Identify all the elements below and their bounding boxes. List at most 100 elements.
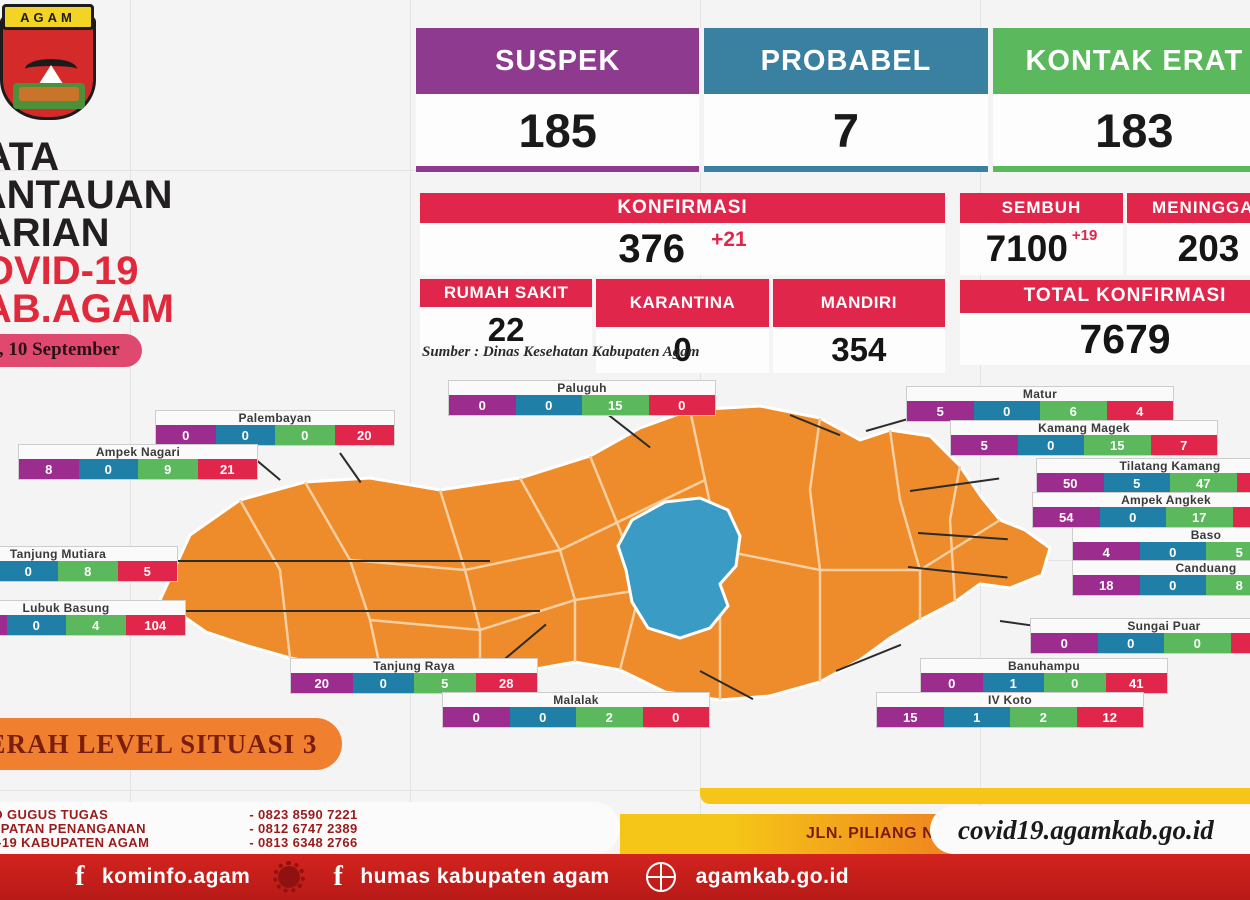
district-value-konfirmasi: 0	[648, 395, 715, 415]
konfirmasi-value: 376	[618, 226, 686, 271]
agam-district-map	[158, 404, 1052, 702]
district-bar: Baso 4 0 5	[1072, 527, 1250, 563]
sembuh-meninggal-heads: SEMBUH 7100 +19 MENINGGAL 203	[960, 193, 1250, 275]
crest-star	[37, 65, 65, 87]
district-name: Canduang	[1175, 561, 1237, 575]
district-name: Banuhampu	[1007, 659, 1081, 673]
contact-info: POSKO GUGUS TUGAS PERCEPATAN PENANGANAN …	[0, 808, 358, 850]
district-name: Matur	[1022, 387, 1058, 401]
district-value-probabel: 0	[1017, 435, 1084, 455]
kpi-header-row: SUSPEK 185 PROBABEL 7 KONTAK ERAT 183	[416, 28, 1250, 172]
district-name: Tanjung Raya	[373, 659, 455, 673]
kpi-header-group: SUSPEK 185 PROBABEL 7 KONTAK ERAT 183	[416, 28, 1250, 172]
grid-line	[410, 0, 411, 900]
district-bar: Tanjung Raya 20 0 5 28	[290, 658, 538, 694]
meninggal-label: MENINGGAL	[1127, 193, 1250, 223]
kpi-suspek: SUSPEK 185	[416, 28, 700, 172]
kpi-suspek-label: SUSPEK	[416, 28, 700, 94]
district-bar: IV Koto 15 1 2 12	[876, 692, 1144, 728]
district-value-kontak-erat: 0	[275, 425, 335, 445]
crest-shield	[0, 16, 96, 120]
sembuh-meninggal-block: SEMBUH 7100 +19 MENINGGAL 203 TOTAL KONF…	[960, 193, 1250, 365]
district-value-konfirmasi: 104	[125, 615, 185, 635]
district-value-suspek: 0	[921, 673, 983, 693]
social-humas[interactable]: f humas kabupaten agam	[328, 863, 610, 891]
divider	[987, 28, 993, 172]
district-values: 15 1 2 12	[877, 707, 1143, 727]
district-value-suspek: 20	[291, 673, 353, 693]
district-value-kontak-erat: 8	[58, 561, 118, 581]
website-url[interactable]: covid19.agamkab.go.id	[958, 814, 1214, 845]
agam-crest-logo: AGAM	[0, 4, 96, 124]
district-value-konfirmasi: 0	[642, 707, 709, 727]
konfirmasi-delta: +21	[711, 228, 747, 251]
district-bar: Sungai Puar 0 0 0	[1030, 618, 1250, 654]
mandiri-label: MANDIRI	[772, 279, 945, 327]
website-pill[interactable]: covid19.agamkab.go.id 1708 Layanan SMS G…	[930, 806, 1250, 854]
district-name: Tanjung Mutiara	[9, 547, 107, 561]
district-value-konfirmasi: 4	[1106, 401, 1173, 421]
contact-panel: POSKO GUGUS TUGAS PERCEPATAN PENANGANAN …	[0, 802, 620, 854]
kpi-kontak-erat-label: KONTAK ERAT	[992, 28, 1250, 94]
title-line-1: DATA	[0, 135, 60, 179]
social-kominfo[interactable]: f kominfo.agam	[70, 863, 251, 891]
district-value-probabel: 0	[215, 425, 275, 445]
district-bar: Palembayan 0 0 0 20	[155, 410, 395, 446]
district-value-probabel: 0	[509, 707, 576, 727]
district-value-konfirmasi: 5	[117, 561, 177, 581]
title-line-covid: COVID-19	[0, 249, 139, 293]
district-value-suspek: 15	[877, 707, 944, 727]
district-value-kontak-erat: 2	[1010, 707, 1077, 727]
district-name: Tilatang Kamang	[1119, 459, 1221, 473]
district-value-suspek: 54	[1033, 507, 1100, 527]
district-value-suspek: 0	[449, 395, 516, 415]
social-handle-website[interactable]: agamkab.go.id	[695, 865, 850, 888]
district-bar: Tanjung Mutiara0085	[0, 546, 178, 582]
district-value-kontak-erat: 15	[582, 395, 649, 415]
contact-label-2: PERCEPATAN PENANGANAN	[0, 821, 146, 836]
divider	[699, 28, 705, 172]
district-name: Palembayan	[238, 411, 312, 425]
district-value-probabel: 0	[1097, 633, 1164, 653]
grid-line	[0, 790, 1250, 791]
contact-label-3: COVID-19 KABUPATEN AGAM	[0, 835, 150, 850]
konfirmasi-title: KONFIRMASI	[420, 193, 945, 223]
district-value-probabel: 0	[515, 395, 582, 415]
district-name: Baso	[1190, 528, 1222, 542]
sembuh-label: SEMBUH	[960, 193, 1123, 223]
district-value-suspek: 0	[156, 425, 216, 445]
district-name: IV Koto	[987, 693, 1033, 707]
district-value-kontak-erat: 2	[576, 707, 643, 727]
district-values: 0 1 0 41	[921, 673, 1167, 693]
meninggal-col: MENINGGAL 203	[1123, 193, 1250, 275]
social-handle-humas[interactable]: humas kabupaten agam	[360, 865, 610, 888]
contact-label-1: POSKO GUGUS TUGAS	[0, 807, 109, 822]
social-website[interactable]: agamkab.go.id	[696, 865, 850, 889]
konfirmasi-breakdown: RUMAH SAKIT 22 KARANTINA 0 MANDIRI 354	[420, 279, 945, 373]
konfirmasi-block: KONFIRMASI 376 +21 RUMAH SAKIT 22 KARANT…	[420, 193, 945, 373]
district-bar: Malalak 0 0 2 0	[442, 692, 710, 728]
map-area: Palembayan 0 0 0 20 Ampek Nagari 8 0 9 21 Paluguh 0…	[0, 370, 1250, 750]
district-value-probabel: 0	[352, 673, 414, 693]
district-values: 004104	[0, 615, 185, 635]
district-bar: Ampek Angkek 54 0 17	[1032, 492, 1250, 528]
date-badge: Tanggal: Jum'at, 10 September	[0, 334, 142, 367]
district-value-probabel: 0	[973, 401, 1040, 421]
konfirmasi-rumah-sakit: RUMAH SAKIT 22	[420, 279, 593, 373]
district-values: 8 0 9 21	[19, 459, 257, 479]
district-value-konfirmasi: 41	[1105, 673, 1167, 693]
situation-level-banner: DAERAH LEVEL SITUASI 3	[0, 718, 342, 770]
social-handle-kominfo[interactable]: kominfo.agam	[102, 865, 251, 888]
district-bar: Kamang Magek 5 0 15 7	[950, 420, 1218, 456]
crest-band-label: AGAM	[2, 4, 94, 30]
district-value-kontak-erat: 8	[1206, 575, 1250, 595]
district-name: Lubuk Basung	[22, 601, 110, 615]
district-value-probabel: 0	[78, 459, 138, 479]
kpi-probabel-label: PROBABEL	[704, 28, 988, 94]
district-value-probabel: 1	[943, 707, 1010, 727]
meninggal-value: 203	[1127, 223, 1250, 275]
sembuh-delta: +19	[1071, 226, 1098, 244]
district-value-suspek: 0	[443, 707, 510, 727]
lake-maninjau	[616, 496, 742, 640]
